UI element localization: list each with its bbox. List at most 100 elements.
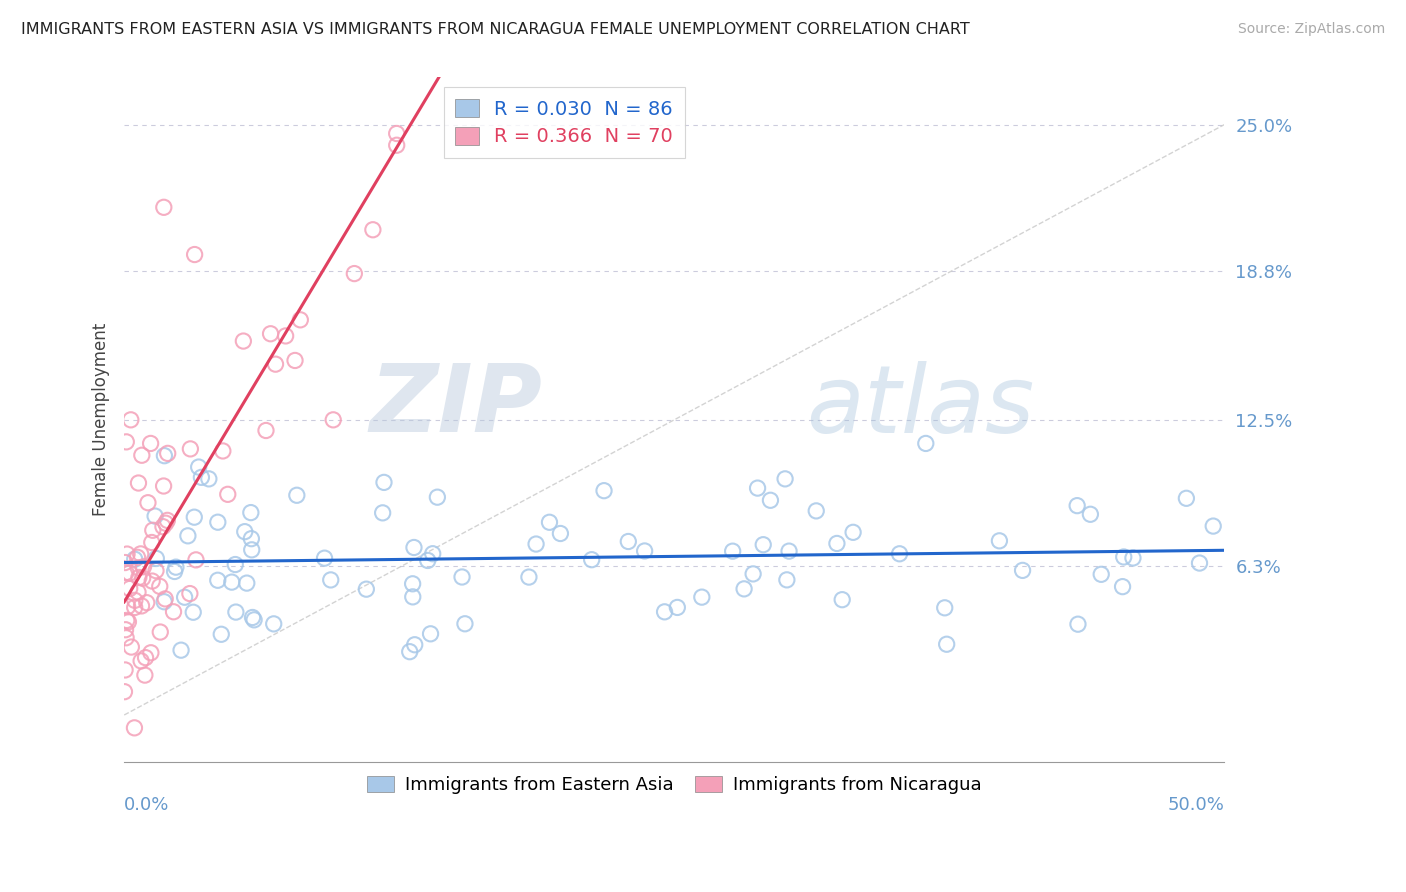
Point bbox=[129, 654, 152, 668]
Point bbox=[115, 614, 138, 628]
Point bbox=[153, 200, 176, 214]
Point bbox=[259, 326, 281, 341]
Point bbox=[842, 525, 865, 540]
Point bbox=[181, 605, 204, 619]
Point bbox=[114, 684, 136, 698]
Point bbox=[935, 637, 957, 651]
Point bbox=[934, 600, 956, 615]
Point bbox=[1011, 563, 1033, 577]
Point bbox=[402, 541, 425, 555]
Point bbox=[117, 599, 139, 614]
Text: 50.0%: 50.0% bbox=[1167, 797, 1225, 814]
Point bbox=[242, 610, 264, 624]
Point bbox=[129, 547, 152, 561]
Point bbox=[284, 353, 307, 368]
Point bbox=[243, 613, 266, 627]
Point bbox=[115, 566, 138, 580]
Point bbox=[135, 650, 157, 665]
Point bbox=[118, 582, 141, 596]
Point bbox=[416, 553, 439, 567]
Point bbox=[264, 357, 287, 371]
Point bbox=[145, 564, 167, 578]
Y-axis label: Female Unemployment: Female Unemployment bbox=[93, 323, 110, 516]
Point bbox=[124, 600, 146, 615]
Point bbox=[825, 536, 848, 550]
Point bbox=[524, 537, 547, 551]
Text: IMMIGRANTS FROM EASTERN ASIA VS IMMIGRANTS FROM NICARAGUA FEMALE UNEMPLOYMENT CO: IMMIGRANTS FROM EASTERN ASIA VS IMMIGRAN… bbox=[21, 22, 970, 37]
Point bbox=[115, 547, 138, 561]
Point bbox=[322, 413, 344, 427]
Point bbox=[254, 424, 277, 438]
Point bbox=[1067, 617, 1090, 632]
Point bbox=[1112, 549, 1135, 564]
Point bbox=[115, 434, 138, 449]
Point bbox=[285, 488, 308, 502]
Point bbox=[207, 515, 229, 529]
Point bbox=[115, 631, 138, 645]
Legend: R = 0.030  N = 86, R = 0.366  N = 70: R = 0.030 N = 86, R = 0.366 N = 70 bbox=[444, 87, 685, 158]
Point bbox=[654, 605, 676, 619]
Point bbox=[1066, 499, 1088, 513]
Point bbox=[131, 448, 153, 462]
Point bbox=[398, 645, 420, 659]
Point bbox=[401, 576, 423, 591]
Point bbox=[274, 329, 297, 343]
Point bbox=[1188, 556, 1211, 570]
Point bbox=[114, 556, 136, 570]
Point bbox=[131, 599, 153, 613]
Point bbox=[806, 504, 828, 518]
Text: ZIP: ZIP bbox=[370, 360, 543, 452]
Point bbox=[127, 561, 149, 575]
Point bbox=[211, 444, 233, 458]
Point bbox=[143, 509, 166, 524]
Point bbox=[593, 483, 616, 498]
Point bbox=[451, 570, 474, 584]
Point bbox=[617, 534, 640, 549]
Point bbox=[419, 627, 441, 641]
Point bbox=[152, 479, 174, 493]
Point bbox=[124, 552, 146, 566]
Point bbox=[224, 558, 246, 572]
Point bbox=[988, 533, 1011, 548]
Point bbox=[633, 544, 655, 558]
Point bbox=[538, 516, 561, 530]
Point bbox=[742, 566, 765, 581]
Point bbox=[165, 560, 187, 574]
Point bbox=[778, 544, 800, 558]
Point bbox=[361, 223, 384, 237]
Point bbox=[153, 591, 176, 606]
Point bbox=[207, 574, 229, 588]
Point bbox=[156, 446, 179, 460]
Point bbox=[433, 34, 456, 48]
Point bbox=[232, 334, 254, 348]
Point bbox=[454, 616, 477, 631]
Point bbox=[240, 542, 263, 557]
Point bbox=[142, 523, 165, 537]
Point bbox=[290, 313, 312, 327]
Point bbox=[141, 574, 163, 588]
Point bbox=[721, 544, 744, 558]
Point bbox=[127, 476, 149, 491]
Point bbox=[179, 442, 201, 456]
Point bbox=[385, 127, 408, 141]
Point bbox=[233, 524, 256, 539]
Point bbox=[145, 551, 167, 566]
Point bbox=[1122, 551, 1144, 566]
Point bbox=[124, 721, 146, 735]
Point bbox=[120, 640, 142, 654]
Point bbox=[114, 623, 136, 637]
Point bbox=[1111, 580, 1133, 594]
Point bbox=[156, 513, 179, 527]
Point bbox=[517, 570, 540, 584]
Point bbox=[373, 475, 395, 490]
Point bbox=[1090, 567, 1112, 582]
Point bbox=[221, 575, 243, 590]
Point bbox=[1202, 519, 1225, 533]
Text: 0.0%: 0.0% bbox=[124, 797, 170, 814]
Point bbox=[209, 627, 232, 641]
Point bbox=[128, 570, 150, 584]
Point bbox=[747, 481, 769, 495]
Point bbox=[177, 529, 200, 543]
Point bbox=[187, 460, 209, 475]
Point bbox=[217, 487, 239, 501]
